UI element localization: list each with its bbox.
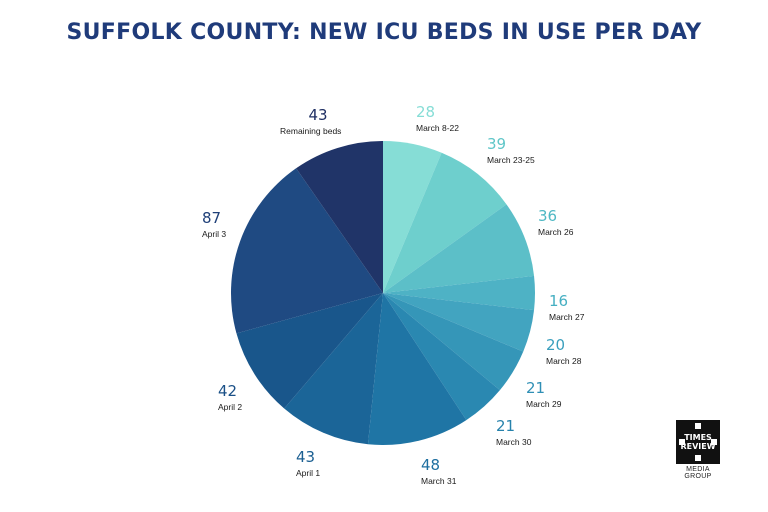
slice-value-label: 39 xyxy=(487,135,506,153)
pie-slice xyxy=(236,293,383,409)
slice-category-label: March 26 xyxy=(538,227,574,237)
slice-value-label: 48 xyxy=(421,456,440,474)
times-review-logo: TIMES REVIEW MEDIA GROUP xyxy=(672,420,724,480)
pie-slice xyxy=(367,293,467,445)
slice-value-label: 43 xyxy=(296,448,315,466)
slice-category-label: March 23-25 xyxy=(487,155,535,165)
slice-value-label: 21 xyxy=(496,417,515,435)
slice-category-label: March 8-22 xyxy=(416,123,459,133)
slice-category-label: March 28 xyxy=(546,356,582,366)
pie-slice xyxy=(383,275,536,311)
pie-slice xyxy=(383,293,524,391)
pie-slice xyxy=(383,204,535,293)
slice-category-label: April 3 xyxy=(202,229,226,239)
slice-value-label: 28 xyxy=(416,103,435,121)
slice-value-label: 87 xyxy=(202,209,221,227)
pie-slice xyxy=(383,152,507,293)
pie-slices xyxy=(230,141,536,445)
logo-text: TIMES REVIEW xyxy=(680,433,716,451)
pie-slice xyxy=(296,141,383,293)
slice-category-label: March 29 xyxy=(526,399,562,409)
pie-slice xyxy=(284,293,383,445)
slice-category-label: Remaining beds xyxy=(280,126,341,136)
slice-value-label: 36 xyxy=(538,207,557,225)
slice-value-label: 43 xyxy=(308,106,327,124)
slice-value-label: 16 xyxy=(549,292,568,310)
pie-slice xyxy=(383,293,535,352)
pie-slice xyxy=(230,168,383,334)
pie-labels: 28 March 8-22 39 March 23-25 36 March 26 16 Mar… xyxy=(202,103,585,486)
slice-category-label: April 1 xyxy=(296,468,320,478)
slice-value-label: 21 xyxy=(526,379,545,397)
slice-value-label: 42 xyxy=(218,382,237,400)
logo-mark: TIMES REVIEW xyxy=(676,420,720,464)
slice-category-label: March 31 xyxy=(421,476,457,486)
slice-category-label: March 27 xyxy=(549,312,585,322)
slice-value-label: 20 xyxy=(546,336,565,354)
pie-slice xyxy=(383,141,442,293)
chart-title: SUFFOLK COUNTY: NEW ICU BEDS IN USE PER … xyxy=(66,20,702,45)
slice-category-label: April 2 xyxy=(218,402,242,412)
logo-subtitle: MEDIA GROUP xyxy=(684,466,712,480)
slice-category-label: March 30 xyxy=(496,437,532,447)
pie-slice xyxy=(383,293,500,421)
